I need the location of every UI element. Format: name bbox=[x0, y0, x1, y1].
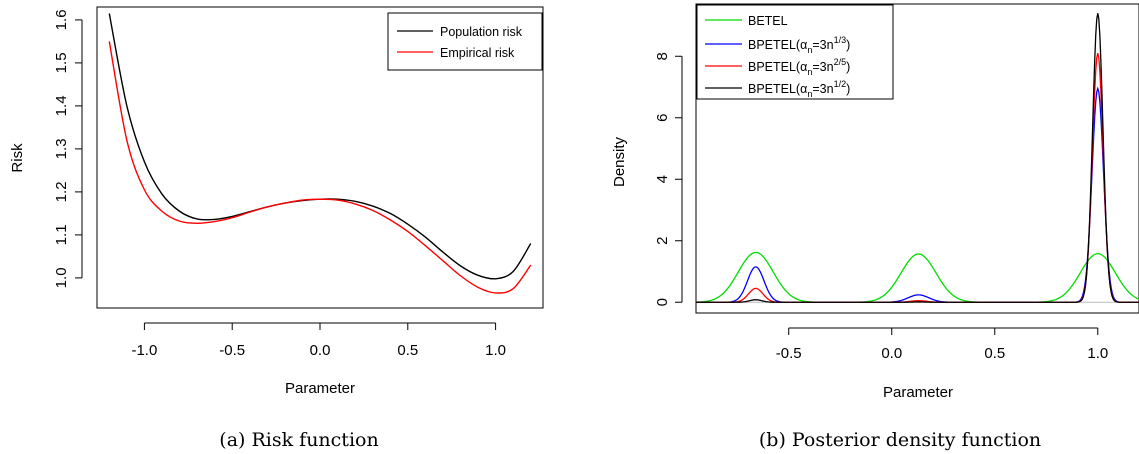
legend-label-bpetel-half: BPETEL(αn=3n1/2) bbox=[748, 79, 850, 99]
legend-label-empirical-risk: Empirical risk bbox=[440, 46, 515, 60]
y-tick-label: 1.5 bbox=[53, 52, 70, 73]
legend-label-population-risk: Population risk bbox=[440, 25, 523, 39]
x-tick-label: 1.0 bbox=[485, 342, 506, 359]
series-line-bpetel-third bbox=[696, 86, 1139, 303]
y-axis-title: Density bbox=[611, 136, 628, 187]
legend: BETEL BPETEL(αn=3n1/3)BPETEL(αn=3n2/5)BPE… bbox=[696, 4, 894, 100]
y-tick-label: 1.4 bbox=[53, 95, 70, 116]
legend-label-betel: BETEL bbox=[748, 14, 788, 28]
legend: Population risk Empirical risk bbox=[387, 12, 543, 71]
risk-curves bbox=[108, 13, 532, 294]
y-axis-title: Risk bbox=[9, 143, 26, 173]
y-tick-label: 0 bbox=[654, 298, 671, 306]
x-tick-label: 1.0 bbox=[1087, 345, 1108, 362]
caption-b: (b) Posterior density function bbox=[759, 429, 1041, 451]
y-tick-label: 6 bbox=[654, 114, 671, 122]
x-tick-label: 0.5 bbox=[984, 345, 1005, 362]
y-axis-ticks: 1.0 1.1 1.2 1.3 1.4 1.5 1.6 bbox=[53, 9, 83, 288]
caption-a: (a) Risk function bbox=[219, 429, 378, 451]
series-line-betel bbox=[695, 251, 1139, 303]
y-axis-ticks: 0 2 4 6 8 bbox=[654, 52, 683, 306]
x-tick-label: -0.5 bbox=[776, 345, 802, 362]
series-line-empirical-risk bbox=[108, 41, 532, 294]
y-tick-label: 1.6 bbox=[53, 9, 70, 30]
y-tick-label: 4 bbox=[654, 175, 671, 183]
legend-box bbox=[696, 4, 894, 100]
y-tick-label: 2 bbox=[654, 237, 671, 245]
x-tick-label: -1.0 bbox=[131, 342, 157, 359]
legend-label-bpetel-third: BPETEL(αn=3n1/3) bbox=[748, 35, 850, 55]
x-tick-label: 0.0 bbox=[310, 342, 331, 359]
x-axis-ticks: -0.5 0.0 0.5 1.0 bbox=[776, 327, 1108, 362]
plot-frame bbox=[695, 3, 1139, 314]
legend-box bbox=[387, 12, 543, 71]
x-axis-ticks: -1.0 -0.5 0.0 0.5 1.0 bbox=[131, 322, 506, 359]
y-tick-label: 8 bbox=[654, 52, 671, 60]
risk-function-panel: -1.0 -0.5 0.0 0.5 1.0 1.01.11.21.31.41.51.6 … bbox=[9, 6, 544, 451]
y-tick-label: 1.0 bbox=[53, 267, 70, 288]
series-line-bpetel-half bbox=[696, 13, 1139, 303]
density-curves bbox=[695, 13, 1139, 303]
posterior-density-panel: -0.5 0.0 0.5 1.0 0 2 4 6 8 Parameter Density BE… bbox=[611, 3, 1139, 451]
y-tick-label: 1.1 bbox=[53, 224, 70, 245]
x-tick-label: -0.5 bbox=[219, 342, 245, 359]
x-tick-label: 0.5 bbox=[397, 342, 418, 359]
x-axis-title: Parameter bbox=[883, 384, 953, 401]
y-tick-label: 1.2 bbox=[53, 181, 70, 202]
x-axis-title: Parameter bbox=[285, 380, 355, 397]
y-tick-label: 1.3 bbox=[53, 138, 70, 159]
x-tick-label: 0.0 bbox=[881, 345, 902, 362]
plot-frame bbox=[96, 6, 544, 309]
legend-label-bpetel-two-fifths: BPETEL(αn=3n2/5) bbox=[748, 57, 850, 77]
